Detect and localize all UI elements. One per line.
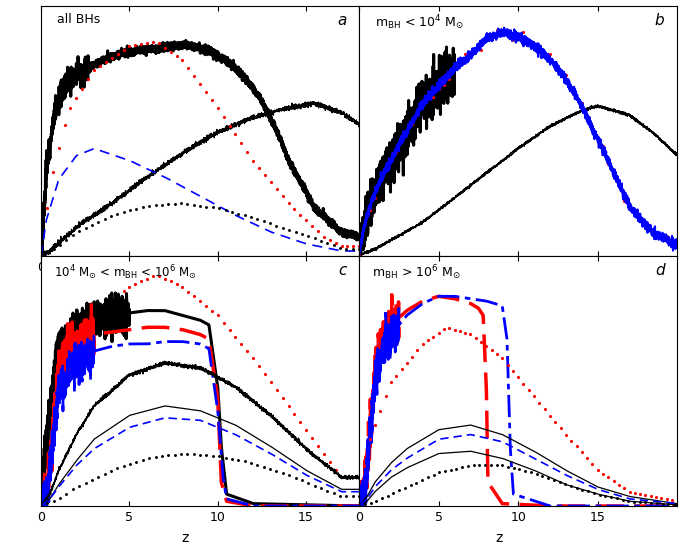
Text: m$_{\mathrm{BH}}$ > 10$^6$ M$_{\odot}$: m$_{\mathrm{BH}}$ > 10$^6$ M$_{\odot}$ (372, 263, 461, 282)
Text: b: b (655, 13, 664, 28)
Text: d: d (655, 263, 664, 278)
Text: c: c (338, 263, 346, 278)
Text: z: z (181, 531, 188, 544)
Text: all BHs: all BHs (57, 13, 100, 26)
Text: z: z (496, 531, 503, 544)
Text: a: a (337, 13, 346, 28)
Text: 10$^4$ M$_{\odot}$ < m$_{\mathrm{BH}}$ < 10$^6$ M$_{\odot}$: 10$^4$ M$_{\odot}$ < m$_{\mathrm{BH}}$ <… (54, 263, 197, 282)
Text: m$_{\mathrm{BH}}$ < 10$^4$ M$_{\odot}$: m$_{\mathrm{BH}}$ < 10$^4$ M$_{\odot}$ (375, 13, 464, 32)
